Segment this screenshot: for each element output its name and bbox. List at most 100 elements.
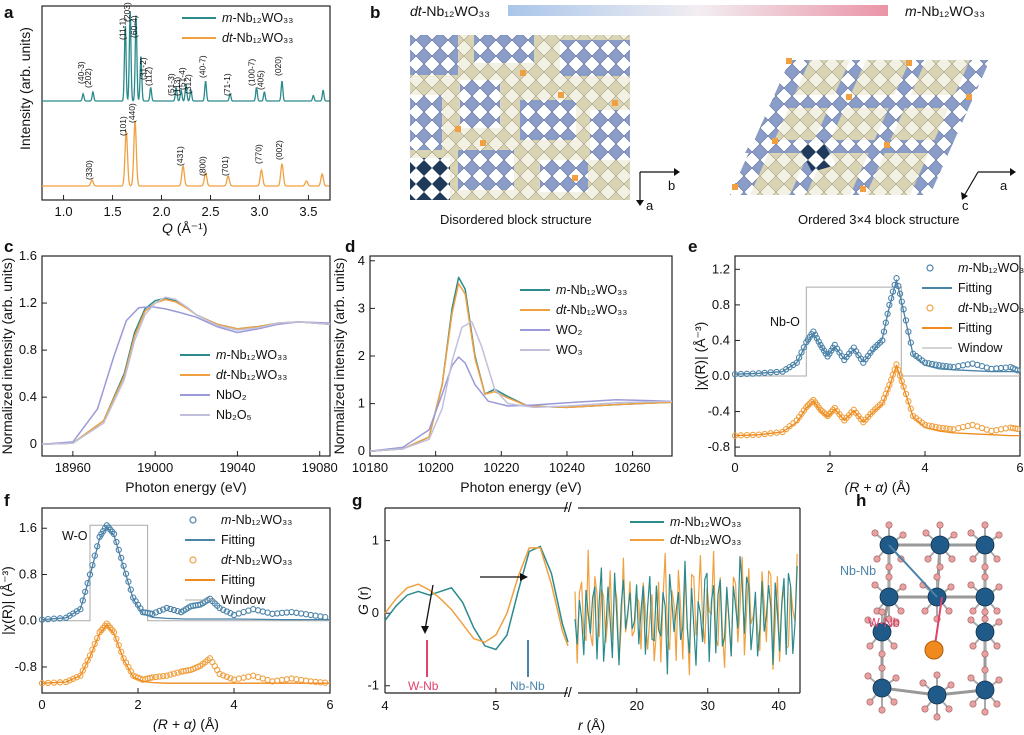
xtick-label: 19080 xyxy=(302,460,338,475)
data-point xyxy=(936,424,943,431)
xtick-label: 19000 xyxy=(137,460,173,475)
data-point xyxy=(170,606,178,614)
panel-a-xticks: 1.0 1.5 2.0 2.5 3.0 3.5 xyxy=(55,195,317,219)
legend-entry: WO₃ xyxy=(556,343,583,357)
axis-label-c: c xyxy=(962,198,969,213)
xtick-label: 19040 xyxy=(219,460,255,475)
axis-break-bottom: // xyxy=(564,684,572,700)
panel-label-e: e xyxy=(688,237,697,256)
peak-label-dt: (800) xyxy=(198,156,208,176)
panel-b: dt-Nb₁₂WO₃₃ m-Nb₁₂WO₃₃ b xyxy=(410,3,1016,227)
series-line xyxy=(369,356,673,452)
xlabel-unit: (Å) xyxy=(888,479,911,495)
plot-frame xyxy=(41,507,331,694)
order-gradient-bar xyxy=(508,5,888,16)
peak-label-m: (40-7) xyxy=(198,55,208,78)
panel-b-right-caption: Ordered 3×4 block structure xyxy=(798,212,960,227)
block-stripe xyxy=(768,95,975,108)
peak-label-m: (020) xyxy=(273,56,283,76)
data-point xyxy=(815,338,822,345)
o-atom xyxy=(995,618,1003,626)
xtick-label: 6 xyxy=(1016,460,1023,475)
panel-a: Intensity (arb. units) Q (Å⁻¹) 1.0 1.5 2.0… xyxy=(17,2,331,236)
o-atom xyxy=(871,529,879,537)
o-atom xyxy=(993,555,1001,563)
ytick-label: 0.0 xyxy=(19,613,37,628)
block-stripe xyxy=(850,60,926,195)
ytick-label: 2 xyxy=(358,348,365,363)
peak-label-m: (113) xyxy=(172,77,182,96)
legend: m-Nb₁₂WO₃₃ Fitting dt-Nb₁₂WO₃₃ Fitting Windo… xyxy=(185,513,292,607)
nb-atom xyxy=(872,622,892,642)
data-point xyxy=(149,610,156,617)
xtick-label: 10260 xyxy=(615,460,651,475)
data-point xyxy=(160,672,167,680)
legend: m-Nb₁₂WO₃₃ dt-Nb₁₂WO₃₃ WO₂ WO₃ xyxy=(520,283,627,357)
peak-label-m: (51-4) xyxy=(177,67,187,90)
panel-g-legend: m-Nb₁₂WO₃₃ dt-Nb₁₂WO₃₃ xyxy=(630,515,741,547)
legend-g-dt: dt-Nb₁₂WO₃₃ xyxy=(670,533,741,547)
o-atom xyxy=(967,616,975,624)
ytick-label: 0 xyxy=(358,443,365,458)
xtick-label: 0 xyxy=(731,460,738,475)
o-atom xyxy=(981,666,989,674)
panel-f: 0 2 4 6 -0.8 0.0 0.8 1.6 |χ(R)| (Å⁻³) (R + α) (Å)… xyxy=(0,507,334,732)
data-point xyxy=(1014,367,1021,374)
data-point xyxy=(223,608,230,615)
o-atom xyxy=(885,563,893,571)
panel-label-d: d xyxy=(345,237,355,256)
block xyxy=(540,160,588,192)
legend-entry: WO₂ xyxy=(556,323,583,337)
panel-g-xtick-label: 30 xyxy=(701,698,715,713)
tetrahedral-site xyxy=(520,70,526,76)
panel-d: 10180 10200 10220 10240 10260 0 1 2 3 4 Normalized… xyxy=(331,253,673,495)
legend-entry: Fitting xyxy=(958,321,992,335)
data-point xyxy=(152,673,160,681)
data-point xyxy=(822,411,829,418)
axis-label-a-right: a xyxy=(1000,178,1008,193)
panel-g-ytick-label: -1 xyxy=(367,678,379,693)
peak-label-dt: (101) xyxy=(118,116,128,136)
xlabel: Photon energy (eV) xyxy=(460,479,581,495)
data-point xyxy=(77,606,84,613)
block xyxy=(560,40,630,76)
xtick-label: 18960 xyxy=(55,460,91,475)
w-atom xyxy=(924,640,944,660)
pdf-short-range xyxy=(384,545,569,651)
panel-a-legend: m-Nb₁₂WO₃₃ dt-Nb₁₂WO₃₃ xyxy=(182,11,293,45)
nb-nb-label: Nb-Nb xyxy=(510,679,545,693)
panel-label-a: a xyxy=(4,3,14,22)
legend-marker xyxy=(189,516,197,524)
o-atom xyxy=(885,521,893,529)
panel-g-curves xyxy=(384,545,569,651)
data-point xyxy=(216,604,223,612)
ylabel: Normalized intensity (arb. units) xyxy=(0,258,15,455)
legend-entry: m-Nb₁₂WO₃₃ xyxy=(221,513,292,527)
panel-g-xtick-label: 5 xyxy=(492,698,499,713)
ytick-label: 1 xyxy=(358,396,365,411)
o-atom xyxy=(924,555,932,563)
disordered-structure xyxy=(410,35,630,200)
xrd-curve-m xyxy=(42,10,330,102)
legend-marker xyxy=(926,264,934,272)
panel-a-xtick-label: 3.5 xyxy=(299,204,317,219)
series-line xyxy=(734,279,1020,375)
panel-b-left-title: dt-Nb₁₂WO₃₃ xyxy=(410,3,490,19)
o-atom xyxy=(933,713,941,721)
peak-label-dt: (701) xyxy=(220,156,230,176)
data-point xyxy=(936,362,943,369)
data-point xyxy=(170,670,178,677)
block xyxy=(520,100,576,140)
tetrahedral-site xyxy=(480,140,486,146)
series-line xyxy=(734,364,1020,437)
panel-g-xlabel: r (Å) xyxy=(578,717,605,733)
ytick-label: 0.4 xyxy=(712,332,730,347)
data-point xyxy=(82,662,89,669)
o-atom xyxy=(899,583,907,591)
tetrahedral-site xyxy=(572,175,578,181)
o-atom xyxy=(948,555,956,563)
panel-a-frame xyxy=(41,5,331,201)
o-atom xyxy=(967,581,975,589)
ordered-structure xyxy=(730,58,990,195)
